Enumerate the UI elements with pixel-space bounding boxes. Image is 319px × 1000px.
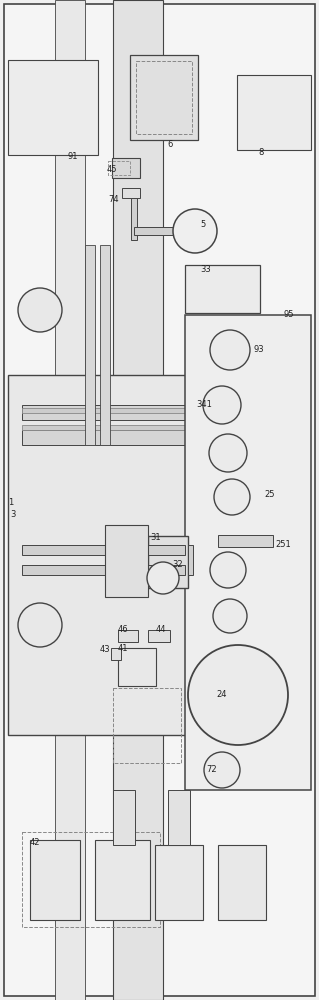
Circle shape	[209, 434, 247, 472]
Bar	[55, 0, 85, 1000]
Circle shape	[204, 752, 240, 788]
Text: 95: 95	[283, 310, 293, 319]
Text: 3: 3	[10, 510, 15, 519]
Circle shape	[203, 386, 241, 424]
Bar	[113, 0, 163, 1000]
Text: 25: 25	[264, 490, 275, 499]
Text: 45: 45	[107, 165, 117, 174]
Bar	[118, 630, 138, 642]
Bar	[136, 61, 192, 134]
Circle shape	[188, 645, 288, 745]
Text: 43: 43	[100, 645, 111, 654]
Text: 33: 33	[200, 265, 211, 274]
Text: 32: 32	[172, 560, 182, 569]
Bar	[185, 265, 260, 313]
Bar	[22, 832, 160, 927]
Circle shape	[18, 288, 62, 332]
Bar	[112, 158, 140, 178]
Bar	[22, 545, 185, 555]
Text: 341: 341	[196, 400, 212, 409]
Bar	[111, 648, 121, 660]
Bar	[85, 245, 95, 445]
Text: 8: 8	[258, 148, 263, 157]
Text: 251: 251	[275, 540, 291, 549]
Bar	[8, 60, 98, 155]
Bar	[100, 245, 110, 445]
Bar	[8, 375, 308, 735]
Bar	[218, 535, 273, 547]
Bar	[113, 790, 135, 845]
Text: 6: 6	[167, 140, 172, 149]
Bar	[22, 425, 217, 430]
Text: 41: 41	[118, 644, 129, 653]
Text: 44: 44	[156, 625, 167, 634]
Bar	[168, 790, 190, 845]
Bar	[108, 161, 130, 175]
Bar	[131, 198, 137, 240]
Text: 31: 31	[150, 533, 161, 542]
Text: 72: 72	[206, 765, 217, 774]
Bar	[22, 408, 217, 413]
Bar	[22, 405, 197, 420]
Bar	[22, 430, 197, 445]
Bar	[218, 845, 266, 920]
Bar	[22, 565, 185, 575]
Bar	[185, 315, 311, 790]
Text: 93: 93	[253, 345, 263, 354]
Bar	[30, 840, 80, 920]
Text: 24: 24	[216, 690, 226, 699]
Bar	[118, 648, 156, 686]
Bar	[130, 55, 198, 140]
Bar	[105, 525, 148, 597]
Circle shape	[214, 479, 250, 515]
Bar	[134, 227, 179, 235]
Bar	[155, 845, 203, 920]
Text: 74: 74	[108, 195, 119, 204]
Bar	[95, 840, 150, 920]
Text: 1: 1	[8, 498, 13, 507]
Circle shape	[210, 330, 250, 370]
Circle shape	[147, 562, 179, 594]
Bar	[148, 630, 170, 642]
Bar	[122, 188, 140, 198]
Text: 5: 5	[200, 220, 205, 229]
Circle shape	[173, 209, 217, 253]
Text: 42: 42	[30, 838, 41, 847]
Bar	[113, 688, 181, 763]
Circle shape	[210, 552, 246, 588]
Text: 46: 46	[118, 625, 129, 634]
Circle shape	[213, 599, 247, 633]
Text: 91: 91	[68, 152, 78, 161]
Circle shape	[18, 603, 62, 647]
Bar	[148, 536, 188, 588]
Bar	[237, 75, 311, 150]
Bar	[188, 545, 193, 575]
